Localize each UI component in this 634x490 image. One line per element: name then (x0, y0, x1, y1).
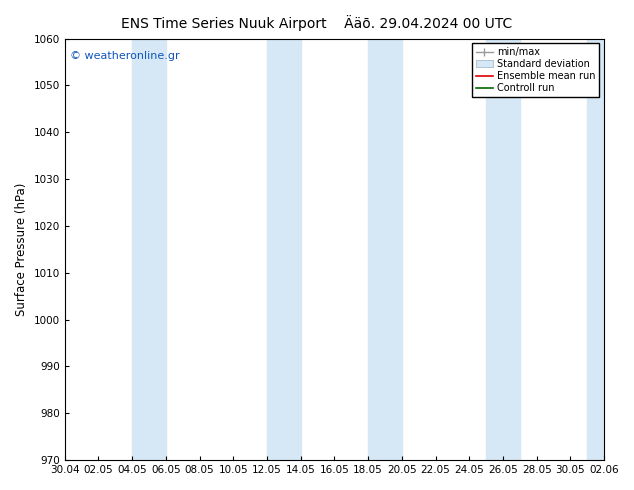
Y-axis label: Surface Pressure (hPa): Surface Pressure (hPa) (15, 183, 28, 316)
Text: ENS Time Series Nuuk Airport    Ääō. 29.04.2024 00 UTC: ENS Time Series Nuuk Airport Ääō. 29.04.… (121, 15, 513, 31)
Bar (486, 39, 520, 460)
Bar (587, 39, 621, 460)
Bar (132, 39, 166, 460)
Bar (267, 39, 301, 460)
Legend: min/max, Standard deviation, Ensemble mean run, Controll run: min/max, Standard deviation, Ensemble me… (472, 44, 599, 97)
Text: © weatheronline.gr: © weatheronline.gr (70, 51, 179, 61)
Bar (368, 39, 402, 460)
